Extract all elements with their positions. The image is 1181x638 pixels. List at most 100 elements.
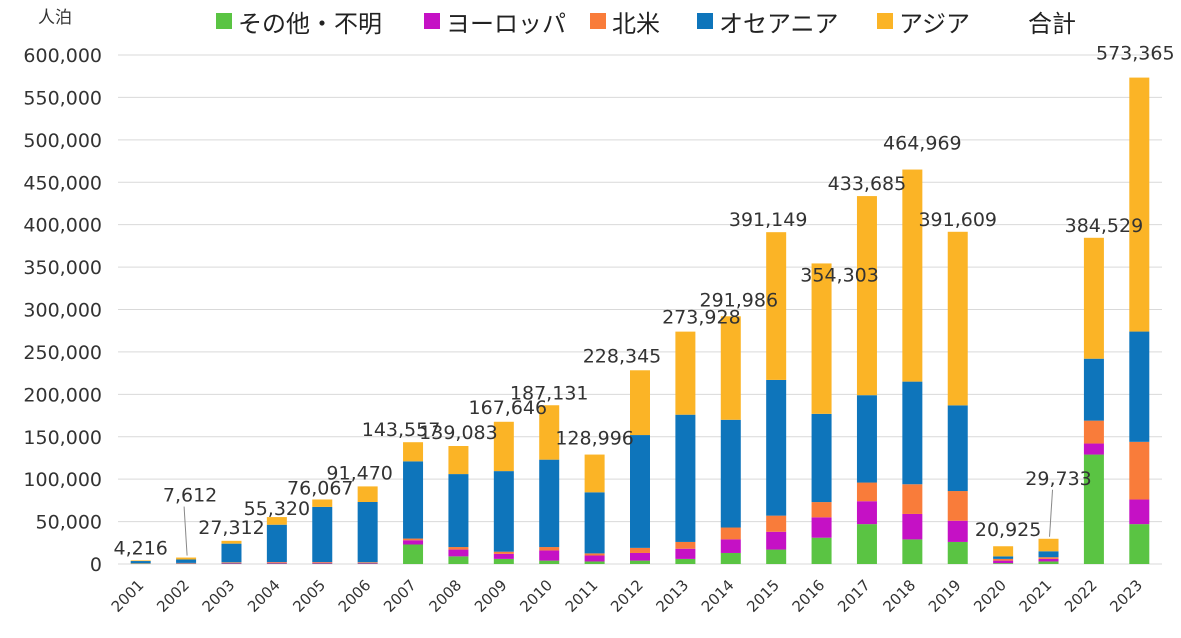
bar-segment bbox=[266, 562, 287, 564]
total-label: 76,067 bbox=[287, 477, 353, 499]
legend-swatch bbox=[424, 13, 440, 29]
x-tick-label: 2004 bbox=[244, 576, 284, 616]
y-tick-label: 450,000 bbox=[23, 172, 102, 194]
bar-segment bbox=[1083, 454, 1104, 564]
x-tick-label: 2009 bbox=[471, 576, 511, 616]
bar-segment bbox=[1129, 331, 1150, 442]
bar-segment bbox=[312, 506, 333, 563]
bar-segment bbox=[675, 558, 696, 564]
bar-segment bbox=[675, 331, 696, 415]
bar-segment bbox=[720, 527, 741, 540]
bar-segment bbox=[539, 405, 560, 460]
bar-segment bbox=[947, 231, 968, 406]
total-label: 384,529 bbox=[1065, 215, 1144, 237]
x-tick-label: 2023 bbox=[1106, 576, 1146, 616]
total-label: 433,685 bbox=[828, 173, 907, 195]
bar-segment bbox=[130, 561, 151, 564]
bar-segment bbox=[675, 541, 696, 549]
bar-segment bbox=[630, 547, 650, 553]
x-tick-label: 2003 bbox=[199, 576, 239, 616]
bar-segment bbox=[584, 454, 605, 493]
bar-segment bbox=[221, 543, 242, 563]
bar-segment bbox=[357, 562, 378, 563]
y-tick-label: 50,000 bbox=[36, 512, 102, 534]
y-tick-label: 150,000 bbox=[23, 427, 102, 449]
bar-segment bbox=[811, 537, 832, 564]
bar-segment bbox=[584, 555, 605, 562]
legend: その他・不明 ヨーロッパ 北米 オセアニア アジア 合計 bbox=[216, 10, 1076, 38]
bar-segment bbox=[403, 442, 424, 462]
bar-segment bbox=[357, 486, 378, 502]
total-label: 291,986 bbox=[699, 289, 778, 311]
bar-segment bbox=[221, 562, 242, 564]
bar-segment bbox=[448, 474, 469, 548]
total-label: 573,365 bbox=[1096, 43, 1175, 65]
bar-segment bbox=[403, 461, 424, 539]
total-label: 139,083 bbox=[419, 422, 498, 444]
bar-segment bbox=[1038, 558, 1059, 562]
bar-segment bbox=[266, 562, 287, 563]
y-tick-label: 250,000 bbox=[23, 342, 102, 364]
bar-segment bbox=[266, 524, 287, 563]
bar-segment bbox=[403, 544, 424, 564]
y-tick-label: 500,000 bbox=[23, 130, 102, 152]
bar-segment bbox=[902, 169, 923, 382]
bar-segment bbox=[221, 562, 242, 563]
bar-segment bbox=[539, 560, 560, 564]
x-tick-label: 2007 bbox=[380, 576, 420, 616]
legend-swatch bbox=[590, 13, 606, 29]
legend-swatch bbox=[216, 13, 232, 29]
bar-segment bbox=[493, 471, 514, 552]
x-tick-label: 2001 bbox=[108, 576, 148, 616]
y-tick-label: 550,000 bbox=[23, 87, 102, 109]
x-tick-label: 2022 bbox=[1061, 576, 1101, 616]
y-tick-label: 400,000 bbox=[23, 215, 102, 237]
bar-segment bbox=[766, 232, 787, 380]
total-label: 143,557 bbox=[362, 419, 441, 441]
bar-segment bbox=[448, 549, 469, 557]
total-label: 167,646 bbox=[469, 397, 548, 419]
legend-swatch bbox=[697, 13, 713, 29]
bar-segment bbox=[403, 538, 424, 541]
bar-segment bbox=[539, 459, 560, 548]
x-tick-label: 2010 bbox=[516, 576, 556, 616]
total-label: 391,149 bbox=[729, 209, 808, 231]
bar-segment bbox=[1129, 524, 1150, 564]
x-tick-label: 2008 bbox=[426, 576, 466, 616]
leader-lines bbox=[183, 489, 1054, 556]
x-tick-label: 2017 bbox=[834, 576, 874, 616]
legend-label: オセアニア bbox=[719, 10, 839, 38]
bar-segment bbox=[720, 316, 741, 420]
legend-label: アジア bbox=[899, 10, 970, 38]
bar-segment bbox=[630, 560, 650, 564]
bar-segment bbox=[221, 540, 242, 544]
x-tick-label: 2012 bbox=[607, 576, 647, 616]
total-label: 128,996 bbox=[555, 428, 634, 450]
bar-segment bbox=[357, 501, 378, 563]
bar-segment bbox=[584, 492, 605, 554]
bar-segment bbox=[448, 556, 469, 564]
bar-segment bbox=[766, 549, 787, 564]
x-axis: 2001 2002 2003 2004 2005 2006 2007 2008 2009 2010… bbox=[108, 576, 1146, 616]
bar-segment bbox=[993, 563, 1014, 564]
bar-segment bbox=[766, 531, 787, 550]
y-tick-label: 0 bbox=[90, 554, 102, 576]
y-tick-label: 200,000 bbox=[23, 384, 102, 406]
bar-segment bbox=[856, 501, 877, 525]
bar-segment bbox=[539, 547, 560, 551]
total-label: 7,612 bbox=[163, 485, 217, 507]
bar-segment bbox=[902, 513, 923, 540]
total-label: 20,925 bbox=[975, 519, 1041, 541]
bar-segment bbox=[176, 557, 197, 560]
legend-label: ヨーロッパ bbox=[446, 10, 566, 38]
x-tick-label: 2002 bbox=[153, 576, 193, 616]
bar-segment bbox=[902, 484, 923, 514]
bar-segment bbox=[720, 539, 741, 553]
y-tick-label: 600,000 bbox=[23, 45, 102, 67]
bar-segment bbox=[584, 553, 605, 556]
bar-segment bbox=[947, 405, 968, 492]
bar-segment bbox=[493, 553, 514, 559]
total-label: 391,609 bbox=[918, 209, 997, 231]
bar-segment bbox=[675, 548, 696, 559]
